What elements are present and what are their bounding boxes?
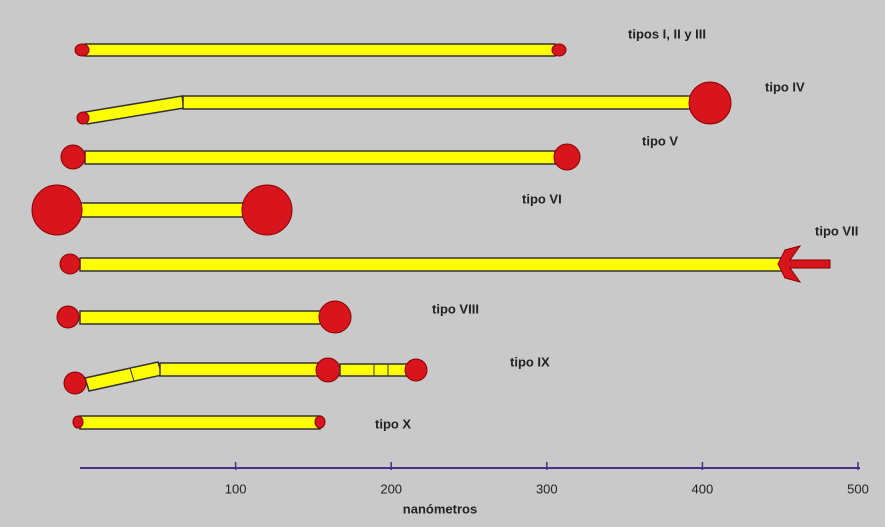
type-label: tipo VIII: [432, 301, 479, 316]
end: [316, 358, 340, 382]
rod: [80, 203, 245, 217]
type-label: tipo IX: [510, 354, 550, 369]
end: [405, 359, 427, 381]
rod: [80, 416, 320, 429]
rod: [183, 96, 695, 109]
end: [61, 145, 85, 169]
type-label: tipo VII: [815, 223, 858, 238]
type-label: tipo IV: [765, 79, 805, 94]
end: [64, 372, 86, 394]
rod: [85, 362, 162, 391]
end: [552, 44, 566, 56]
end: [778, 246, 830, 282]
end: [242, 185, 292, 235]
tick-label: 200: [380, 481, 402, 496]
axis-label: nanómetros: [403, 501, 477, 516]
rod: [160, 363, 320, 376]
rod: [80, 258, 785, 271]
type-label: tipo VI: [522, 191, 562, 206]
end: [315, 416, 325, 428]
diagram: tipos I, II y III tipo IV tipo V tipo VI…: [0, 0, 885, 527]
end: [689, 82, 731, 124]
end: [554, 144, 580, 170]
rod: [80, 311, 322, 324]
end: [32, 185, 82, 235]
type-label: tipo V: [642, 133, 678, 148]
rods: [32, 44, 830, 429]
end: [319, 301, 351, 333]
type-label: tipos I, II y III: [628, 26, 706, 41]
tick-label: 400: [692, 481, 714, 496]
end: [57, 306, 79, 328]
end: [73, 416, 83, 428]
end: [75, 44, 89, 56]
tick-label: 300: [536, 481, 558, 496]
tick-label: 100: [225, 481, 247, 496]
end: [77, 112, 89, 124]
rod: [85, 151, 555, 164]
rod: [85, 96, 184, 124]
tick-label: 500: [847, 481, 869, 496]
rod: [85, 44, 555, 56]
end: [60, 254, 80, 274]
type-label: tipo X: [375, 416, 411, 431]
